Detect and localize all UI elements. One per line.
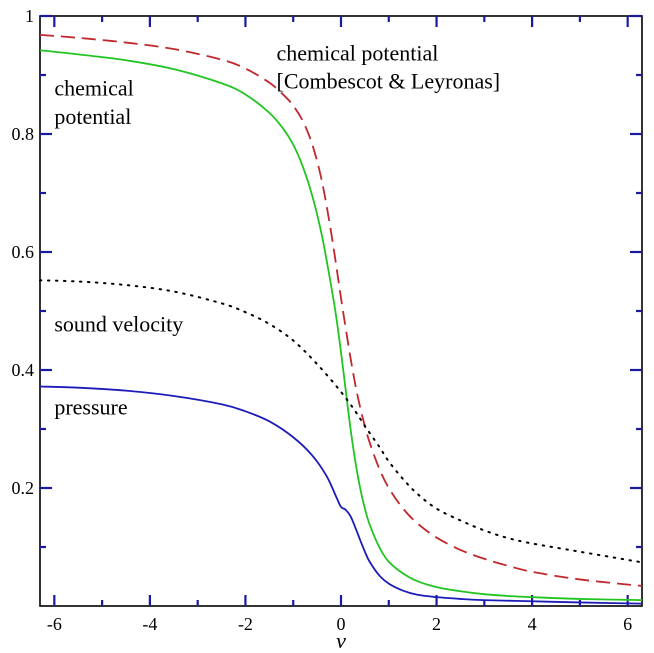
annotation-sound: sound velocity xyxy=(54,312,183,337)
x-tick-label-6: 6 xyxy=(623,614,632,634)
x-tick-label-2: -2 xyxy=(238,614,253,634)
series-line-chemical-potential xyxy=(39,49,643,601)
series-line-pressure xyxy=(39,385,643,605)
annotations: chemical potential [Combescot & Leyronas]… xyxy=(54,40,500,419)
series-layer xyxy=(39,33,643,605)
axis-tick-labels: -6 -4 -2 0 2 4 6 0.2 0.4 0.6 0.8 1 xyxy=(12,6,633,634)
series-line-sound-velocity xyxy=(39,279,643,564)
annotation-cl-line1: chemical potential xyxy=(277,40,439,65)
annotation-pressure: pressure xyxy=(54,394,127,419)
x-tick-label-0: -6 xyxy=(47,614,62,634)
x-axis-label: ν xyxy=(336,628,346,653)
x-tick-label-3: 0 xyxy=(337,614,346,634)
y-tick-label-2: 0.6 xyxy=(12,242,35,262)
y-tick-label-3: 0.8 xyxy=(12,124,35,144)
y-tick-label-4: 1 xyxy=(25,6,34,26)
annotation-mu-line2: potential xyxy=(54,104,131,129)
annotation-mu-line1: chemical xyxy=(54,76,133,101)
y-tick-label-0: 0.2 xyxy=(12,478,35,498)
series-line-chemical-potential-cl xyxy=(39,33,643,587)
x-tick-label-1: -4 xyxy=(142,614,157,634)
annotation-cl-line2: [Combescot & Leyronas] xyxy=(277,69,501,94)
x-tick-label-5: 4 xyxy=(528,614,537,634)
y-tick-label-1: 0.4 xyxy=(12,360,35,380)
x-tick-label-4: 2 xyxy=(432,614,441,634)
